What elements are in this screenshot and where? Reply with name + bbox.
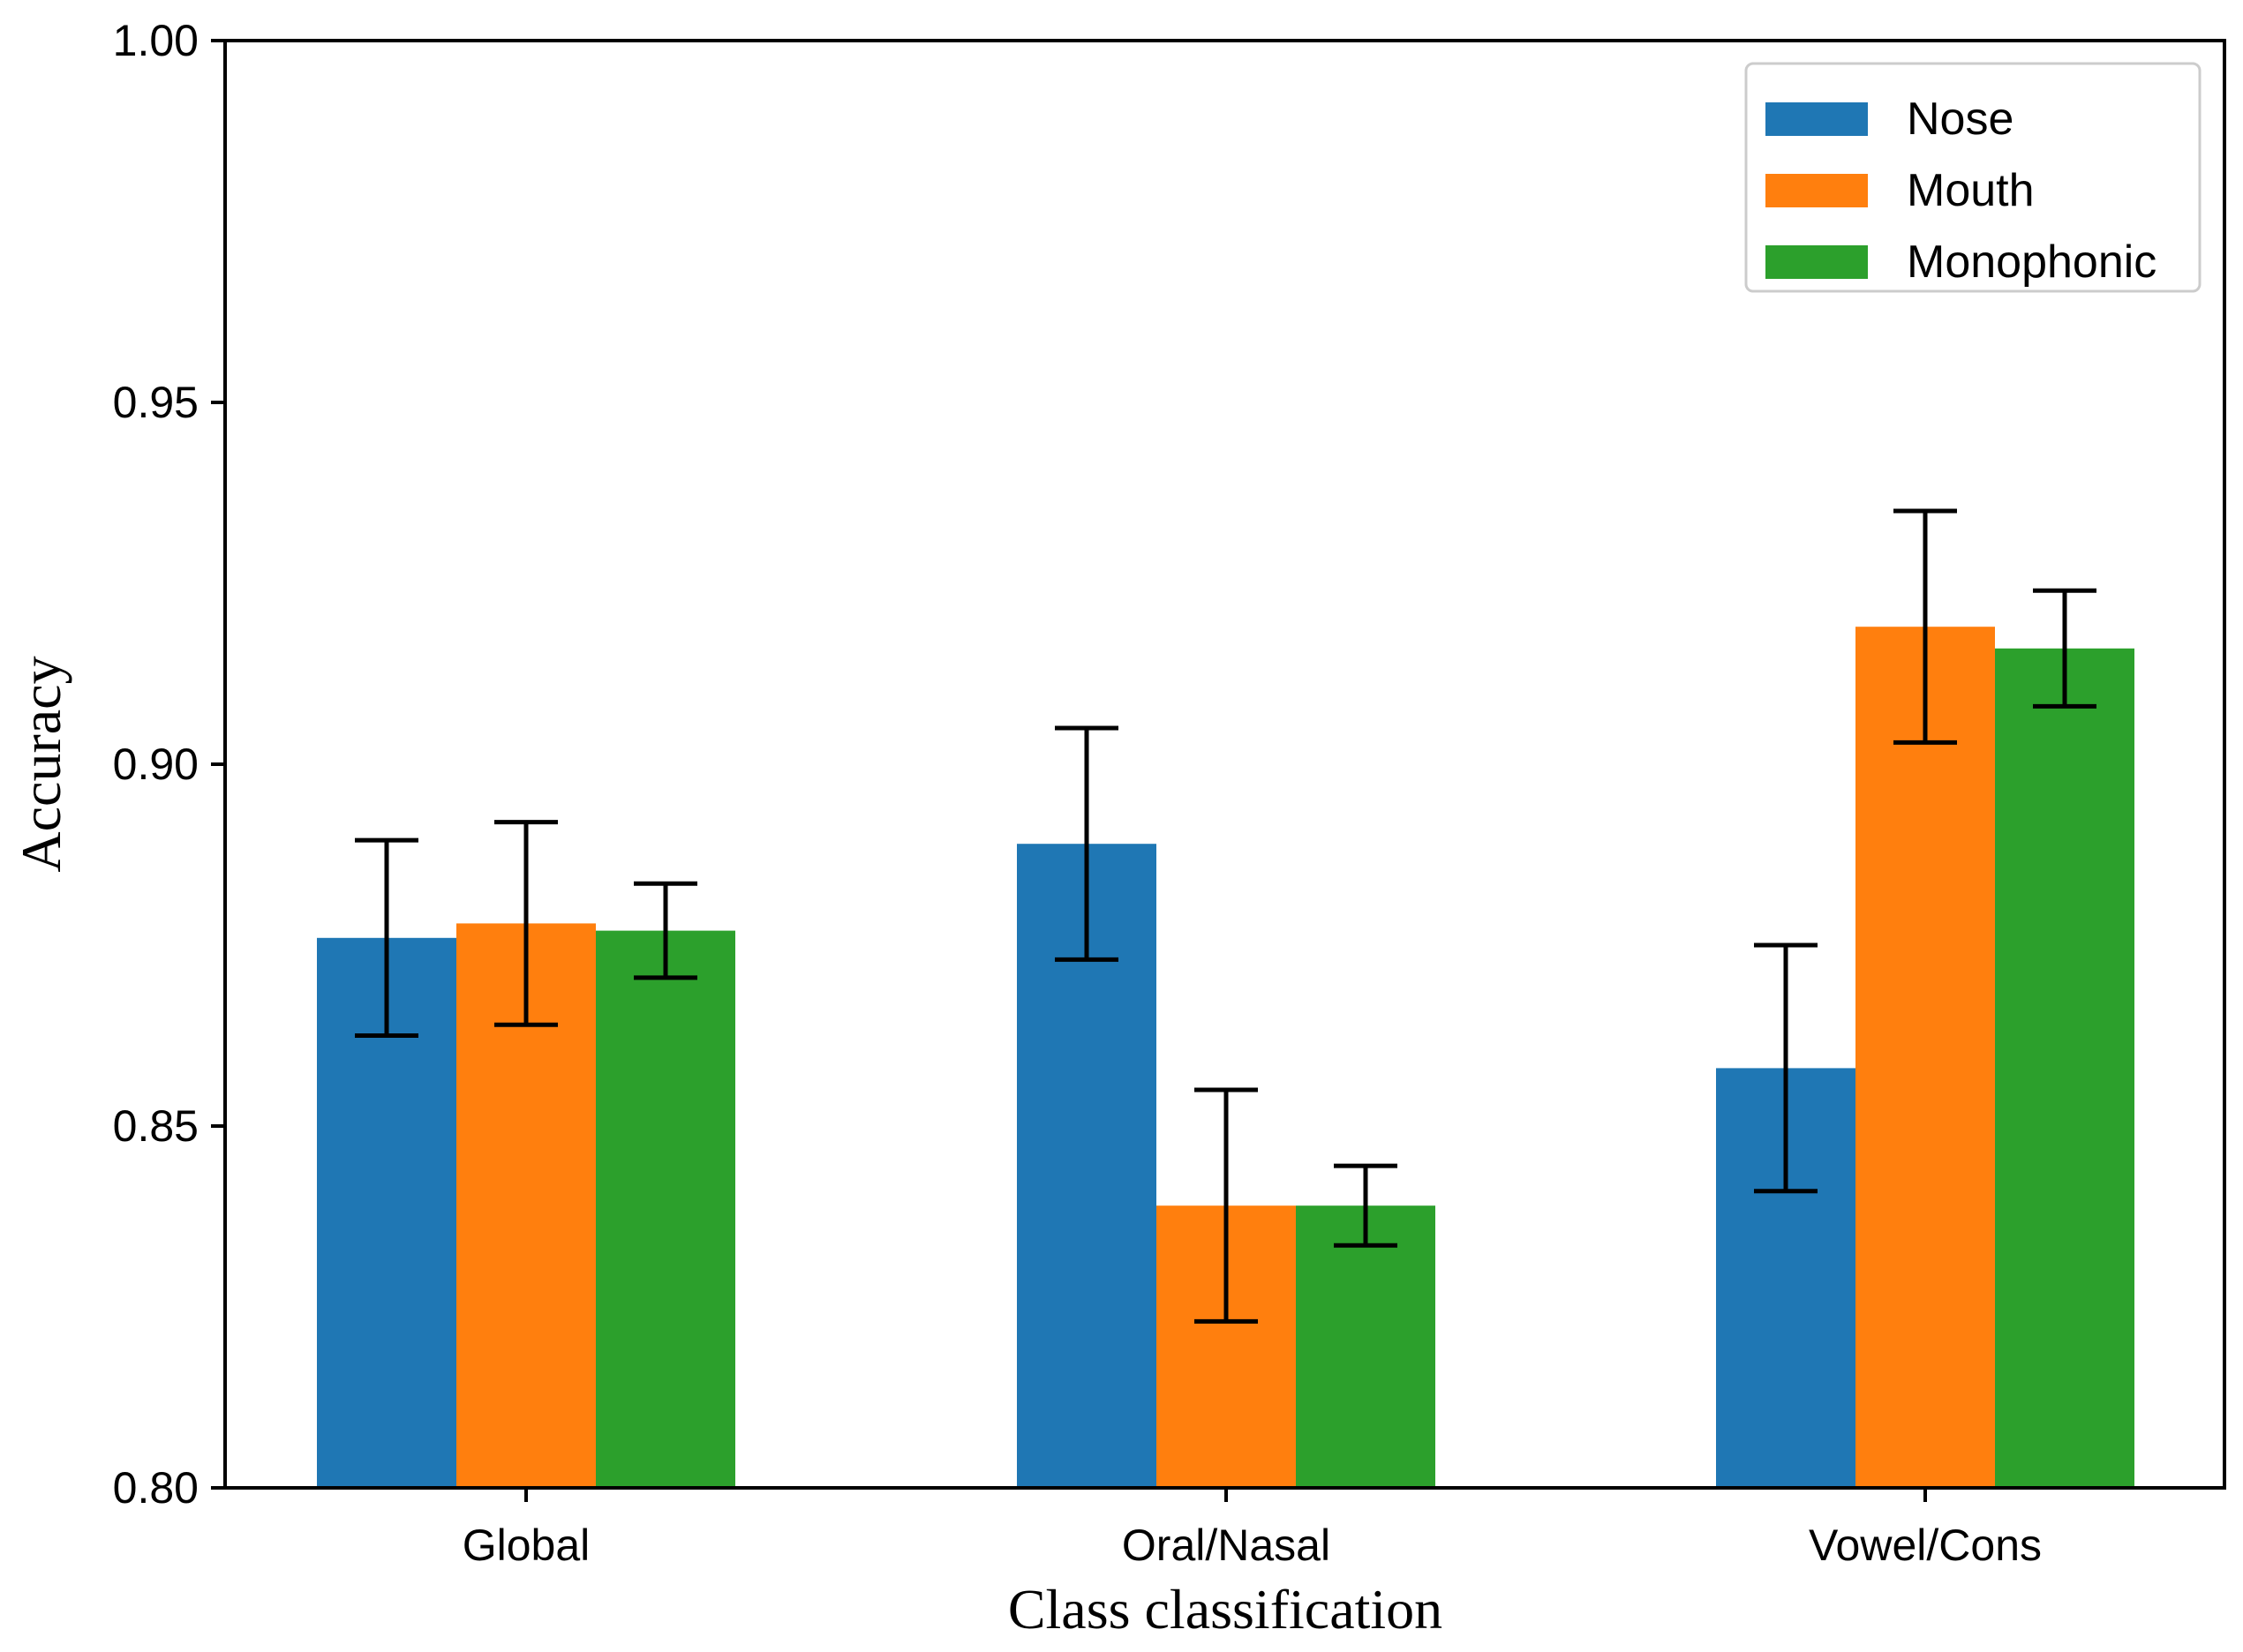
x-axis-title: Class classification (1008, 1578, 1442, 1641)
legend-label-monophonic: Monophonic (1907, 237, 2156, 288)
error-bars-layer (355, 508, 2096, 1324)
y-tick-label: 0.95 (113, 378, 199, 427)
bar-monophonic-global (596, 930, 735, 1488)
error-bar-mouth-0 (494, 820, 558, 1027)
bars-layer (317, 627, 2134, 1488)
error-bar-mouth-2 (1893, 508, 1957, 745)
y-tick-label: 0.80 (113, 1463, 199, 1513)
error-bar-mouth-1 (1194, 1087, 1258, 1324)
x-tick-label: Oral/Nasal (1122, 1521, 1330, 1570)
error-bar-nose-2 (1754, 942, 1818, 1194)
error-bar-monophonic-0 (634, 881, 697, 980)
y-tick-label: 1.00 (113, 16, 199, 65)
bar-monophonic-vowel-cons (1995, 648, 2134, 1488)
y-axis: 0.80 0.85 0.90 0.95 1.00 (113, 16, 225, 1513)
legend: Nose Mouth Monophonic (1744, 62, 2202, 293)
y-tick-label: 0.90 (113, 740, 199, 789)
y-axis-title: Accuracy (10, 656, 72, 872)
bar-monophonic-oral-nasal (1296, 1205, 1435, 1488)
x-tick-label: Global (463, 1521, 591, 1570)
legend-swatch-monophonic (1765, 245, 1868, 279)
error-bar-nose-0 (355, 837, 418, 1038)
x-tick-label: Vowel/Cons (1809, 1521, 2042, 1570)
error-bar-monophonic-1 (1334, 1163, 1397, 1248)
legend-swatch-nose (1765, 102, 1868, 136)
error-bar-monophonic-2 (2033, 588, 2096, 709)
legend-label-nose: Nose (1907, 94, 2013, 145)
y-tick-label: 0.85 (113, 1101, 199, 1151)
legend-label-mouth: Mouth (1907, 165, 2035, 216)
bar-mouth-vowel-cons (1855, 627, 1995, 1488)
legend-swatch-mouth (1765, 174, 1868, 207)
error-bar-nose-1 (1055, 725, 1118, 962)
x-axis: Global Oral/Nasal Vowel/Cons (463, 1488, 2042, 1570)
